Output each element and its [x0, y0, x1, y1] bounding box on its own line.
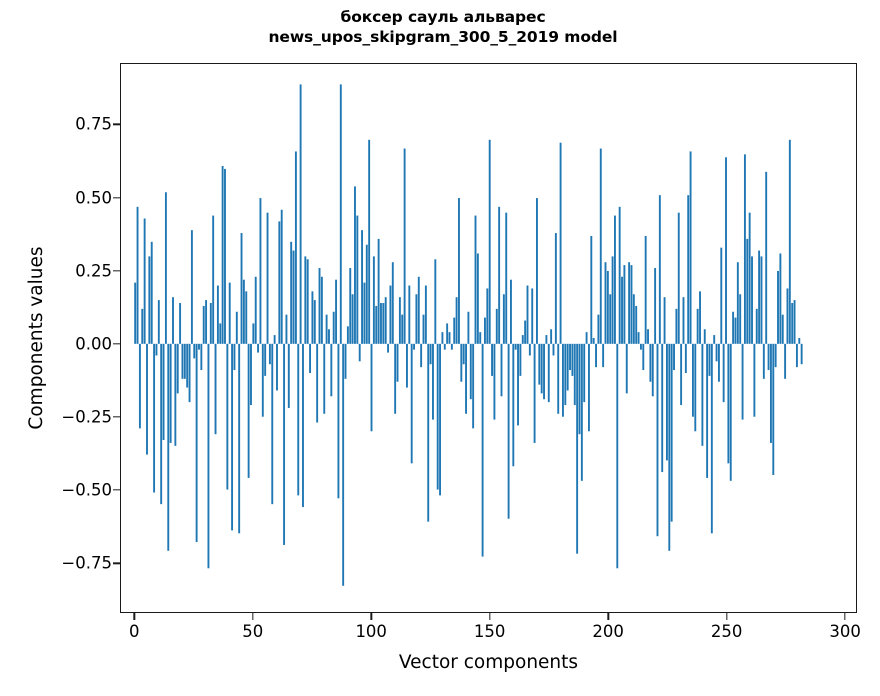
y-axis-tick-labels: 0.75 0.50 0.25 0.00 −0.25 −0.50 −0.75 — [0, 63, 112, 613]
y-tick-mark — [113, 123, 120, 126]
x-axis-tick-marks — [120, 613, 857, 621]
y-tick-label: −0.50 — [61, 480, 112, 500]
x-tick-mark — [844, 613, 846, 620]
chart-title-line-2: news_upos_skipgram_300_5_2019 model — [268, 27, 618, 46]
x-tick-label: 100 — [355, 622, 387, 641]
x-axis-tick-labels: 0 50 100 150 200 250 300 — [120, 622, 861, 648]
x-tick-mark — [725, 613, 728, 620]
x-tick-label: 0 — [128, 622, 140, 641]
y-tick-mark — [113, 489, 120, 491]
x-axis-label: Vector components — [398, 652, 579, 673]
y-tick-label: 0.50 — [75, 188, 112, 208]
y-axis-tick-marks — [112, 63, 120, 613]
chart-title: боксер сауль альварес news_upos_skipgram… — [0, 8, 880, 48]
x-tick-mark — [370, 613, 372, 620]
x-tick-label: 250 — [710, 622, 743, 641]
y-tick-label: −0.25 — [61, 407, 112, 427]
x-tick-mark — [133, 613, 135, 620]
y-tick-mark — [113, 343, 120, 345]
plot-area — [120, 63, 857, 613]
x-tick-label: 300 — [829, 622, 861, 641]
x-tick-mark — [607, 613, 609, 620]
x-tick-label: 150 — [473, 622, 506, 641]
y-axis-label: Components values — [26, 246, 47, 430]
x-tick-mark — [489, 613, 491, 620]
y-tick-label: −0.75 — [61, 553, 112, 573]
y-tick-label: 0.75 — [75, 114, 112, 134]
y-tick-mark — [113, 196, 120, 199]
y-tick-mark — [113, 270, 120, 272]
y-tick-mark — [113, 562, 120, 564]
chart-title-line-1: боксер сауль альварес — [340, 8, 546, 26]
y-tick-label: 0.25 — [75, 261, 112, 281]
y-tick-mark — [113, 416, 120, 418]
x-tick-label: 200 — [592, 622, 624, 641]
y-tick-label: 0.00 — [75, 334, 112, 354]
x-tick-label: 50 — [242, 622, 264, 641]
bar-series — [134, 84, 803, 586]
x-tick-mark — [252, 613, 254, 620]
